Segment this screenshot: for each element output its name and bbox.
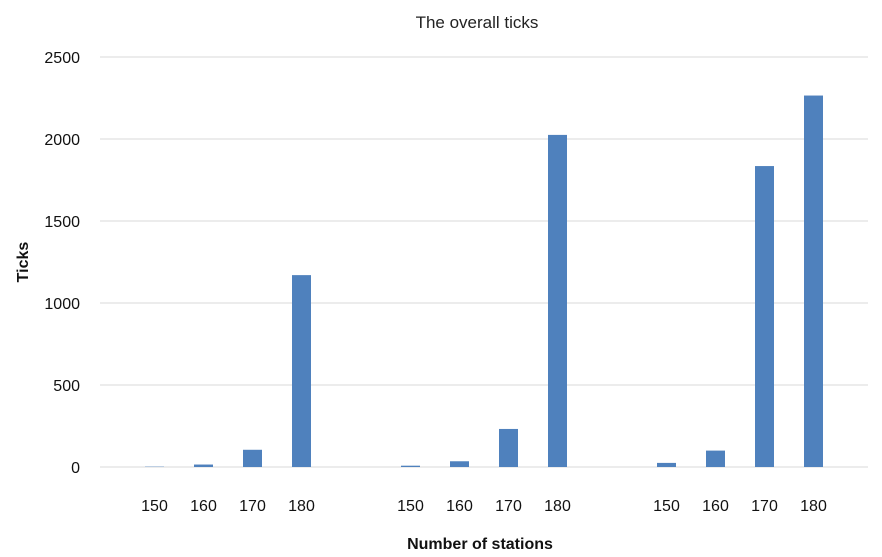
y-tick-label: 0 [71, 460, 80, 477]
x-tick-label: 150 [141, 498, 168, 515]
x-tick-label: 180 [800, 498, 827, 515]
bar-170-group-2 [499, 428, 518, 467]
x-tick-label: 180 [544, 498, 571, 515]
x-tick-label: 150 [653, 498, 680, 515]
chart-title: The overall ticks [416, 13, 539, 32]
y-axis-title: Ticks [15, 242, 32, 283]
x-tick-label: 170 [751, 498, 778, 515]
x-tick-label: 160 [702, 498, 729, 515]
bar-160-group-3 [706, 450, 725, 467]
bar-180-group-2 [548, 134, 567, 467]
x-tick-label: 160 [190, 498, 217, 515]
bar-150-group-3 [657, 462, 676, 467]
x-tick-label: 170 [495, 498, 522, 515]
bar-170-group-3 [755, 166, 774, 467]
y-tick-label: 2000 [44, 132, 80, 149]
x-tick-label: 180 [288, 498, 315, 515]
y-tick-label: 1500 [44, 214, 80, 231]
bar-180-group-3 [804, 95, 823, 467]
bars [145, 95, 823, 467]
y-tick-label: 500 [53, 378, 80, 395]
x-axis-title: Number of stations [407, 536, 553, 553]
x-tick-labels: 150 160 170 180 150 160 170 180 150 160 170 180 [141, 498, 827, 515]
bar-180-group-1 [292, 275, 311, 467]
bar-150-group-2 [401, 465, 420, 467]
bar-170-group-1 [243, 449, 262, 467]
x-tick-label: 150 [397, 498, 424, 515]
bar-160-group-1 [194, 464, 213, 467]
y-tick-label: 2500 [44, 50, 80, 67]
y-tick-labels: 0 500 1000 1500 2000 2500 [44, 50, 80, 477]
gridlines [100, 56, 868, 468]
y-tick-label: 1000 [44, 296, 80, 313]
x-tick-label: 170 [239, 498, 266, 515]
x-tick-label: 160 [446, 498, 473, 515]
bar-160-group-2 [450, 461, 469, 467]
